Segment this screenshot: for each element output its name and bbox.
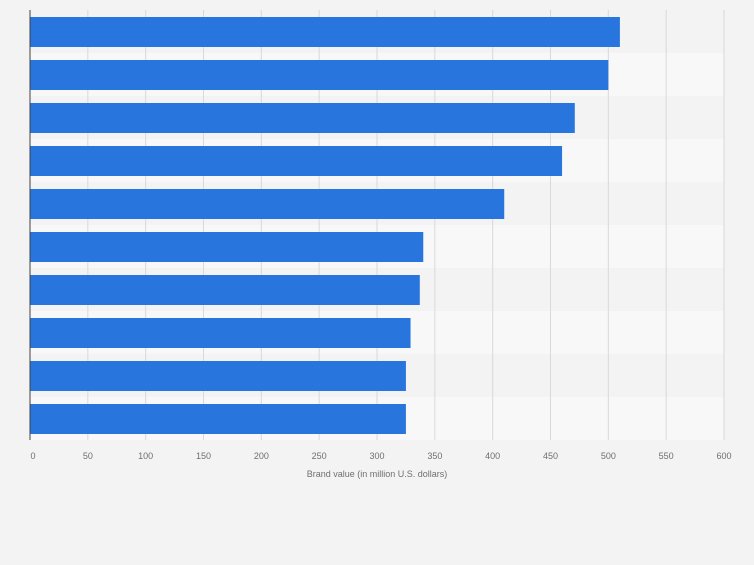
bar[interactable] xyxy=(30,404,406,434)
x-tick-label: 100 xyxy=(138,451,153,461)
bar[interactable] xyxy=(30,318,411,348)
bar[interactable] xyxy=(30,17,620,47)
x-tick-label: 500 xyxy=(601,451,616,461)
bar[interactable] xyxy=(30,361,406,391)
bar[interactable] xyxy=(30,232,424,262)
bar[interactable] xyxy=(30,60,609,90)
bar[interactable] xyxy=(30,146,563,176)
bar[interactable] xyxy=(30,189,505,219)
x-tick-label: 300 xyxy=(369,451,384,461)
x-tick-label: 150 xyxy=(196,451,211,461)
x-tick-label: 50 xyxy=(83,451,93,461)
bar[interactable] xyxy=(30,275,420,305)
bar[interactable] xyxy=(30,103,575,133)
x-tick-label: 250 xyxy=(312,451,327,461)
x-tick-label: 600 xyxy=(716,451,731,461)
x-tick-label: 0 xyxy=(30,451,35,461)
x-tick-label: 550 xyxy=(659,451,674,461)
x-axis-label: Brand value (in million U.S. dollars) xyxy=(307,469,448,479)
x-axis-ticks: 0 50 100 150 200 250 300 350 400 450 500 550 600 xyxy=(30,451,731,461)
bars xyxy=(30,17,620,434)
x-tick-label: 200 xyxy=(254,451,269,461)
x-tick-label: 400 xyxy=(485,451,500,461)
x-tick-label: 450 xyxy=(543,451,558,461)
x-tick-label: 350 xyxy=(427,451,442,461)
